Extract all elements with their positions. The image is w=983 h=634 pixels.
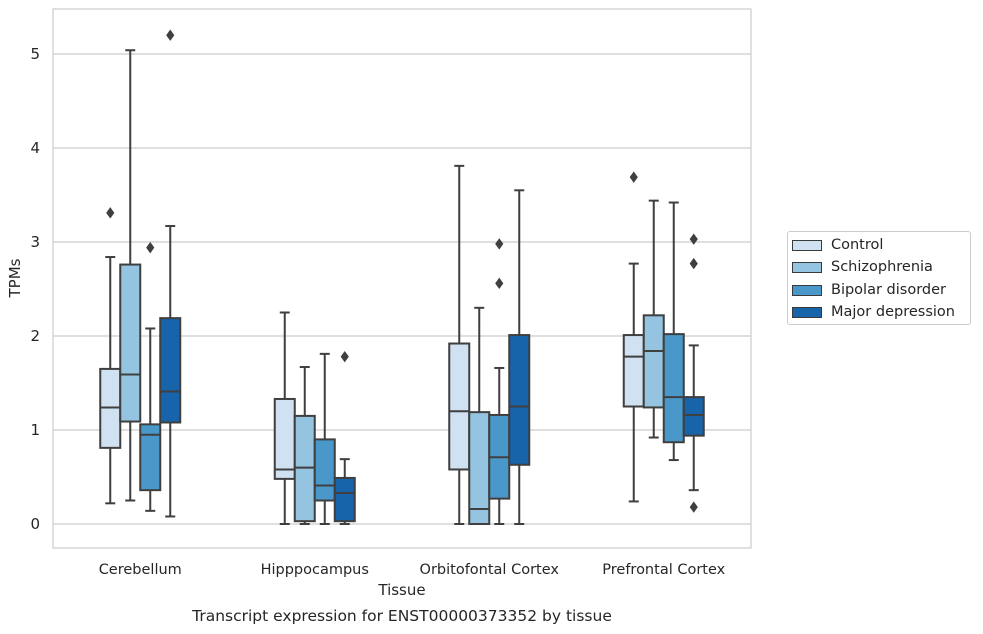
y-tick-label-1: 1 bbox=[30, 421, 40, 439]
outlier-point bbox=[689, 501, 698, 513]
outlier-point bbox=[689, 257, 698, 270]
x-tick-label-prefrontal-cortex: Prefrontal Cortex bbox=[602, 562, 725, 578]
box-orbitofontal-cortex-major-depression bbox=[508, 189, 531, 525]
legend-item-schizophrenia: Schizophrenia bbox=[792, 257, 933, 277]
box-cerebellum-schizophrenia bbox=[119, 49, 142, 502]
box-body bbox=[642, 314, 665, 409]
box-body bbox=[682, 396, 705, 437]
box-groups bbox=[99, 29, 705, 526]
box-body bbox=[333, 476, 356, 523]
box-body bbox=[508, 334, 531, 466]
x-tick-label-orbitofontal-cortex: Orbitofontal Cortex bbox=[420, 562, 560, 578]
outlier-point bbox=[146, 241, 155, 254]
x-tick-label-hipppocampus: Hipppocampus bbox=[261, 562, 369, 578]
outlier-point bbox=[495, 238, 504, 250]
outlier-point bbox=[340, 350, 349, 363]
chart-title: Transcript expression for ENST0000037335… bbox=[191, 607, 612, 625]
box-body bbox=[273, 397, 296, 480]
box-body bbox=[313, 438, 336, 502]
y-tick-label-0: 0 bbox=[30, 515, 40, 533]
outlier-point bbox=[689, 233, 698, 245]
box-orbitofontal-cortex-bipolar-disorder bbox=[488, 238, 511, 525]
outlier-point bbox=[629, 171, 638, 183]
box-cerebellum-bipolar-disorder bbox=[139, 241, 162, 512]
box-body bbox=[159, 317, 182, 424]
box-body bbox=[468, 411, 491, 526]
box-hipppocampus-major-depression bbox=[333, 350, 356, 525]
box-body bbox=[622, 334, 645, 408]
box-prefrontal-cortex-bipolar-disorder bbox=[662, 201, 685, 462]
y-axis-label: TPMs bbox=[6, 258, 24, 298]
plot-frame bbox=[52, 8, 752, 549]
box-cerebellum-control bbox=[99, 207, 122, 505]
outlier-point bbox=[166, 29, 175, 41]
legend-label-schizophrenia: Schizophrenia bbox=[831, 259, 933, 275]
legend-swatch-bipolar-disorder bbox=[792, 284, 822, 296]
box-prefrontal-cortex-control bbox=[622, 171, 645, 503]
legend-item-control: Control bbox=[792, 235, 883, 255]
box-prefrontal-cortex-major-depression bbox=[682, 233, 705, 513]
x-axis-label: Tissue bbox=[377, 581, 425, 599]
box-orbitofontal-cortex-control bbox=[448, 164, 471, 525]
legend-swatch-schizophrenia bbox=[792, 261, 822, 273]
y-tick-label-5: 5 bbox=[30, 45, 40, 63]
legend-swatch-control bbox=[792, 239, 822, 251]
legend: Control Schizophrenia Bipolar disorder M… bbox=[787, 231, 971, 325]
y-axis-ticks: 0 1 2 3 4 5 bbox=[30, 45, 40, 533]
box-body bbox=[448, 342, 471, 471]
box-hipppocampus-bipolar-disorder bbox=[313, 352, 336, 525]
box-prefrontal-cortex-schizophrenia bbox=[642, 199, 665, 439]
box-body bbox=[662, 333, 685, 444]
y-tick-label-3: 3 bbox=[30, 233, 40, 251]
box-body bbox=[139, 423, 162, 492]
legend-label-bipolar-disorder: Bipolar disorder bbox=[831, 282, 946, 298]
x-tick-label-cerebellum: Cerebellum bbox=[99, 562, 182, 578]
box-body bbox=[119, 263, 142, 423]
y-tick-label-4: 4 bbox=[30, 139, 40, 157]
outlier-point bbox=[106, 207, 115, 219]
legend-swatch-major-depression bbox=[792, 306, 822, 318]
y-tick-label-2: 2 bbox=[30, 327, 40, 345]
legend-item-major-depression: Major depression bbox=[792, 302, 955, 322]
legend-item-bipolar-disorder: Bipolar disorder bbox=[792, 280, 946, 300]
legend-label-control: Control bbox=[831, 237, 884, 253]
box-cerebellum-major-depression bbox=[159, 29, 182, 518]
outlier-point bbox=[495, 277, 504, 290]
x-axis-ticks: Cerebellum Hipppocampus Orbitofontal Corte… bbox=[99, 562, 726, 578]
legend-label-major-depression: Major depression bbox=[831, 304, 955, 320]
